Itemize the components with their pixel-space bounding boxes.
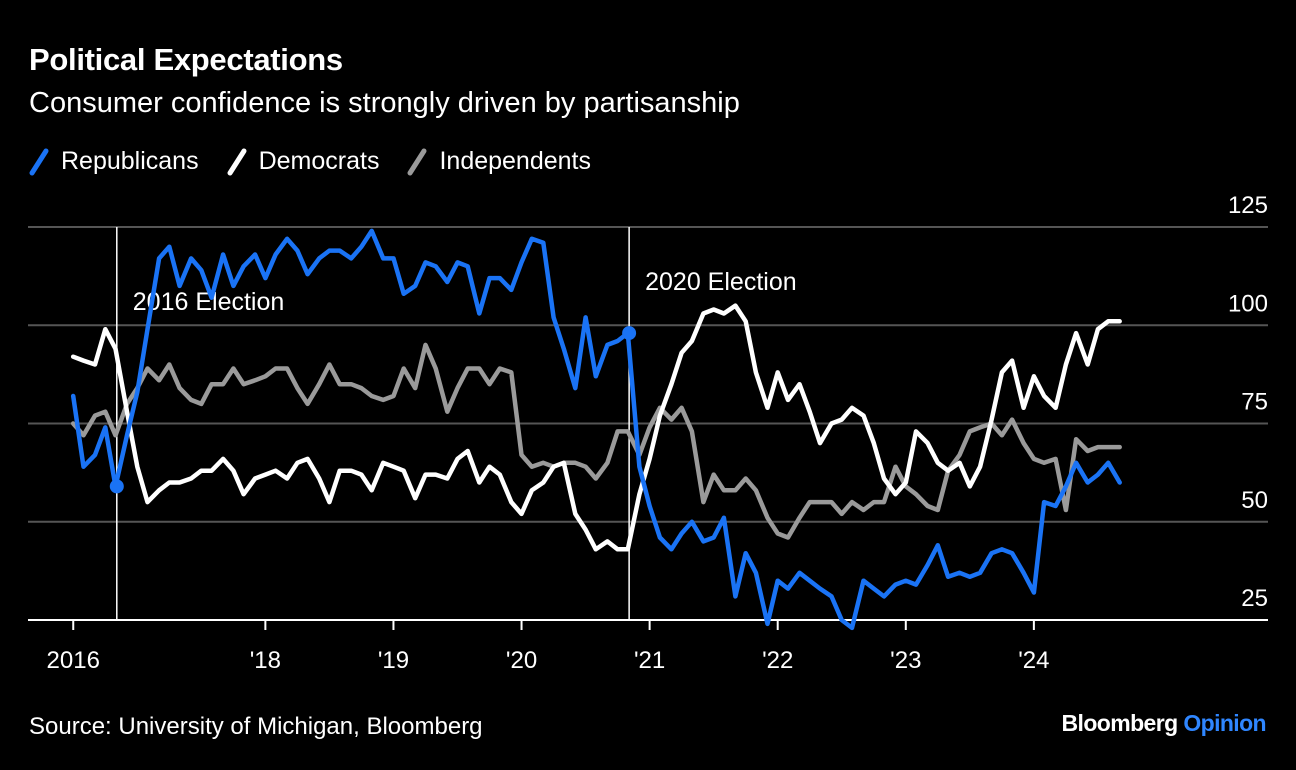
brand-logo: Bloomberg Opinion xyxy=(1061,710,1267,737)
legend: Republicans Democrats Independents xyxy=(29,147,619,176)
brand-primary: Bloomberg xyxy=(1061,710,1179,736)
x-tick-label: '19 xyxy=(378,647,409,674)
source-note: Source: University of Michigan, Bloomber… xyxy=(29,713,483,740)
chart-subtitle: Consumer confidence is strongly driven b… xyxy=(29,87,740,119)
election-marker xyxy=(109,479,124,494)
brand-accent: Opinion xyxy=(1183,710,1266,736)
x-tick-label: '20 xyxy=(506,647,537,674)
election-marker xyxy=(622,326,637,341)
annotation-label: 2020 Election xyxy=(645,268,797,296)
x-tick-label: '23 xyxy=(890,647,921,674)
y-tick-label: 125 xyxy=(1228,192,1268,219)
legend-swatch-republicans xyxy=(29,148,49,175)
y-tick-label: 100 xyxy=(1228,290,1268,317)
legend-label-democrats: Democrats xyxy=(258,147,380,175)
series-line-republicans xyxy=(70,228,1122,631)
x-tick-label: 2016 xyxy=(47,647,100,674)
legend-label-independents: Independents xyxy=(439,147,591,175)
x-tick-label: '22 xyxy=(762,647,793,674)
legend-swatch-democrats xyxy=(227,148,247,175)
chart-title: Political Expectations xyxy=(29,42,343,77)
legend-item-republicans: Republicans xyxy=(29,147,199,176)
x-tick-label: '21 xyxy=(634,647,665,674)
x-tick-label: '24 xyxy=(1018,647,1049,674)
y-tick-label: 75 xyxy=(1241,389,1268,416)
legend-item-democrats: Democrats xyxy=(227,147,380,176)
series-line-independents xyxy=(70,342,1122,540)
series-line-democrats xyxy=(70,303,1122,552)
x-tick-label: '18 xyxy=(250,647,281,674)
y-tick-label: 25 xyxy=(1241,585,1268,612)
y-tick-label: 50 xyxy=(1241,487,1268,514)
legend-label-republicans: Republicans xyxy=(61,147,199,175)
legend-item-independents: Independents xyxy=(407,147,591,176)
legend-swatch-independents xyxy=(407,148,427,175)
